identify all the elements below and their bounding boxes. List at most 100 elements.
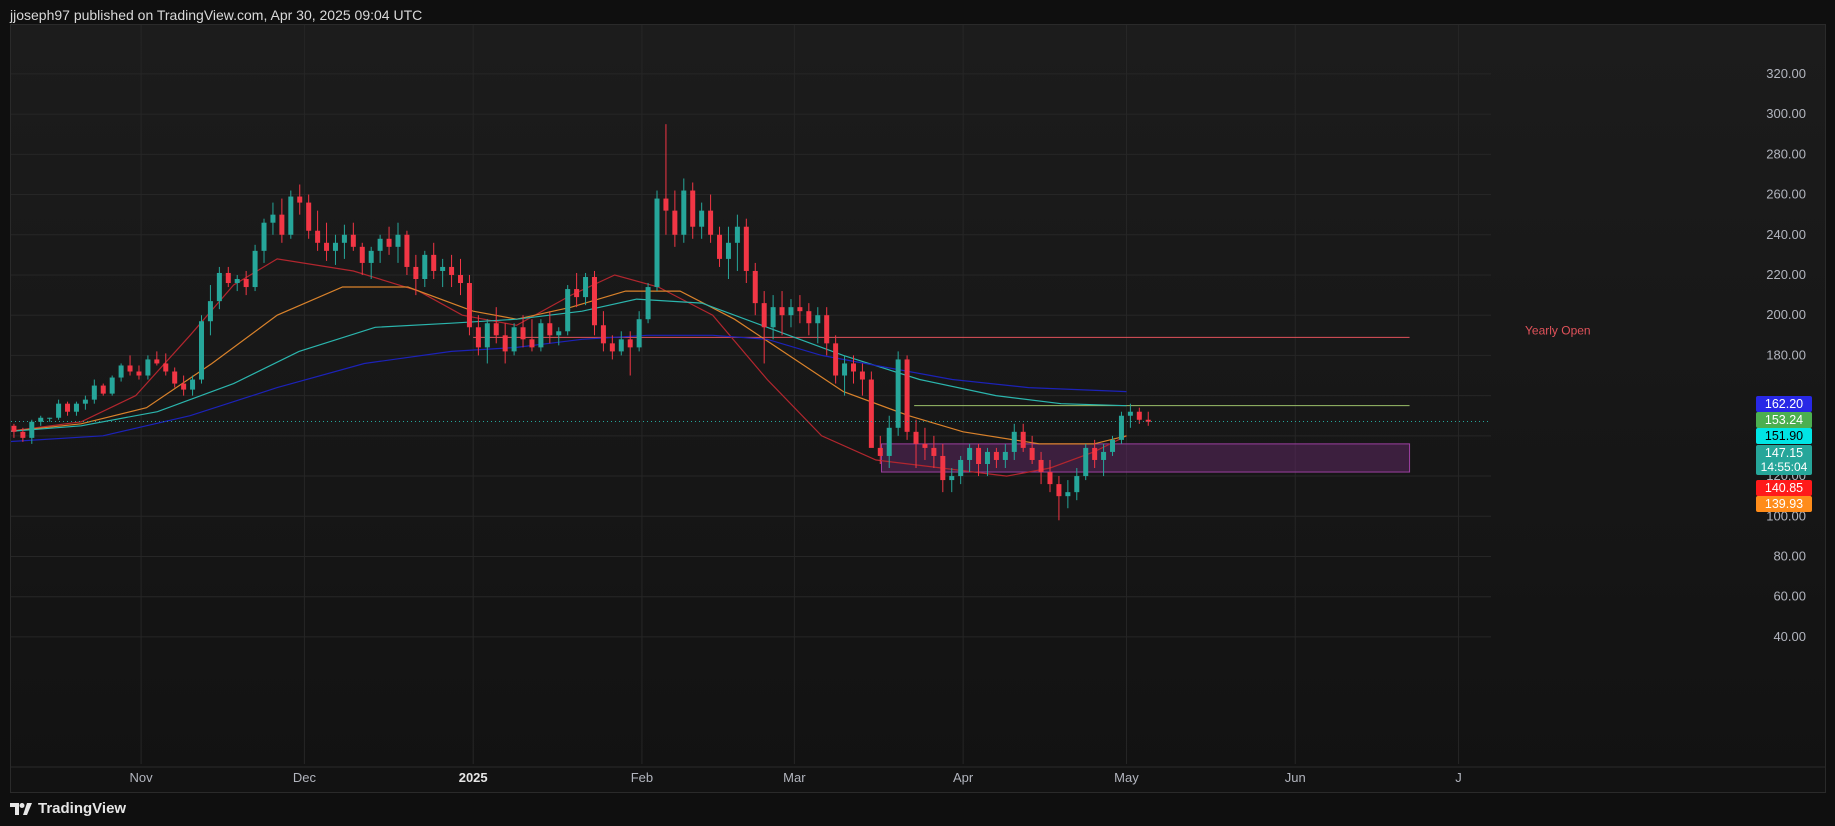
candle-body[interactable] [967, 447, 973, 460]
candle-body[interactable] [600, 325, 606, 344]
candle-body[interactable] [484, 323, 490, 348]
candle-body[interactable] [1011, 431, 1017, 452]
candle-body[interactable] [779, 307, 785, 316]
candle-body[interactable] [234, 279, 240, 284]
candle-body[interactable] [663, 198, 669, 211]
candle-body[interactable] [1101, 451, 1107, 460]
candle-body[interactable] [65, 403, 71, 412]
candle-body[interactable] [1110, 439, 1116, 452]
candle-body[interactable] [216, 272, 222, 302]
candle-body[interactable] [73, 403, 79, 412]
candle-body[interactable] [1136, 411, 1142, 420]
candle-body[interactable] [109, 377, 115, 394]
candle-body[interactable] [976, 447, 982, 464]
candle-body[interactable] [734, 226, 740, 243]
candle-body[interactable] [225, 272, 231, 284]
candle-body[interactable] [1118, 415, 1124, 440]
candle-body[interactable] [922, 443, 928, 448]
candle-body[interactable] [368, 250, 374, 263]
candle-body[interactable] [708, 210, 714, 235]
candle-body[interactable] [770, 307, 776, 328]
candle-body[interactable] [904, 359, 910, 432]
candle-body[interactable] [82, 399, 88, 404]
candle-body[interactable] [868, 379, 874, 448]
candle-body[interactable] [341, 234, 347, 243]
candle-body[interactable] [252, 250, 258, 288]
candle-body[interactable] [618, 339, 624, 352]
candle-body[interactable] [29, 421, 35, 438]
candle-body[interactable] [1047, 472, 1053, 485]
candle-body[interactable] [207, 301, 213, 322]
candle-body[interactable] [654, 198, 660, 288]
candle-body[interactable] [1083, 447, 1089, 477]
candle-body[interactable] [1092, 447, 1098, 460]
candle-body[interactable] [1038, 459, 1044, 473]
candle-body[interactable] [172, 371, 178, 384]
candle-body[interactable] [324, 242, 330, 251]
candle-body[interactable] [261, 222, 267, 251]
candle-body[interactable] [198, 321, 204, 380]
candle-body[interactable] [833, 343, 839, 376]
candle-body[interactable] [466, 283, 472, 328]
candle-body[interactable] [350, 234, 356, 247]
candle-body[interactable] [1074, 476, 1080, 493]
candle-body[interactable] [145, 359, 151, 376]
candle-body[interactable] [288, 196, 294, 235]
candle-body[interactable] [842, 363, 848, 376]
candle-body[interactable] [850, 363, 856, 372]
candle-body[interactable] [386, 238, 392, 247]
candle-body[interactable] [984, 451, 990, 464]
candle-body[interactable] [520, 327, 526, 340]
candle-body[interactable] [431, 254, 437, 271]
candle-body[interactable] [91, 385, 97, 400]
candle-body[interactable] [547, 323, 553, 336]
candle-body[interactable] [377, 238, 383, 251]
candle-body[interactable] [190, 379, 196, 390]
candle-body[interactable] [931, 447, 937, 456]
candle-body[interactable] [681, 190, 687, 235]
candle-body[interactable] [127, 365, 133, 372]
candle-body[interactable] [511, 327, 517, 352]
price-chart[interactable]: Yearly Open 320.00 300.00 280.00 260.00 240.0… [11, 25, 1825, 792]
candle-body[interactable] [404, 234, 410, 267]
candle-body[interactable] [458, 274, 464, 284]
candle-body[interactable] [332, 242, 338, 251]
x-axis[interactable]: Nov Dec 2025 Feb Mar Apr May Jun J [130, 770, 1462, 785]
candle-body[interactable] [940, 455, 946, 481]
candle-body[interactable] [493, 323, 499, 336]
candle-body[interactable] [895, 359, 901, 428]
candle-body[interactable] [47, 417, 53, 419]
candle-body[interactable] [413, 266, 419, 280]
candle-body[interactable] [279, 214, 285, 235]
candle-body[interactable] [743, 226, 749, 271]
candle-body[interactable] [297, 196, 303, 203]
candle-body[interactable] [717, 234, 723, 259]
candle-body[interactable] [574, 289, 580, 298]
candle-body[interactable] [993, 451, 999, 460]
candle-body[interactable] [1020, 431, 1026, 448]
candle-body[interactable] [538, 323, 544, 348]
candle-body[interactable] [529, 339, 535, 348]
candle-body[interactable] [56, 403, 62, 418]
candle-body[interactable] [699, 210, 705, 227]
candle-body[interactable] [788, 307, 794, 316]
candle-body[interactable] [475, 327, 481, 348]
candle-body[interactable] [136, 371, 142, 376]
candle-body[interactable] [1145, 419, 1151, 422]
candle-body[interactable] [154, 359, 160, 364]
candle-body[interactable] [609, 343, 615, 352]
candle-body[interactable] [1065, 492, 1071, 497]
candle-body[interactable] [440, 266, 446, 271]
candle-body[interactable] [859, 371, 865, 380]
candle-body[interactable] [1056, 484, 1062, 497]
candle-body[interactable] [886, 427, 892, 456]
candle-body[interactable] [949, 476, 955, 481]
candle-body[interactable] [761, 303, 767, 328]
candle-body[interactable] [395, 234, 401, 247]
candle-body[interactable] [752, 270, 758, 304]
candle-body[interactable] [958, 459, 964, 477]
candle-body[interactable] [591, 276, 597, 326]
candle-body[interactable] [583, 276, 589, 298]
candle-body[interactable] [824, 315, 830, 344]
candle-body[interactable] [449, 266, 455, 275]
